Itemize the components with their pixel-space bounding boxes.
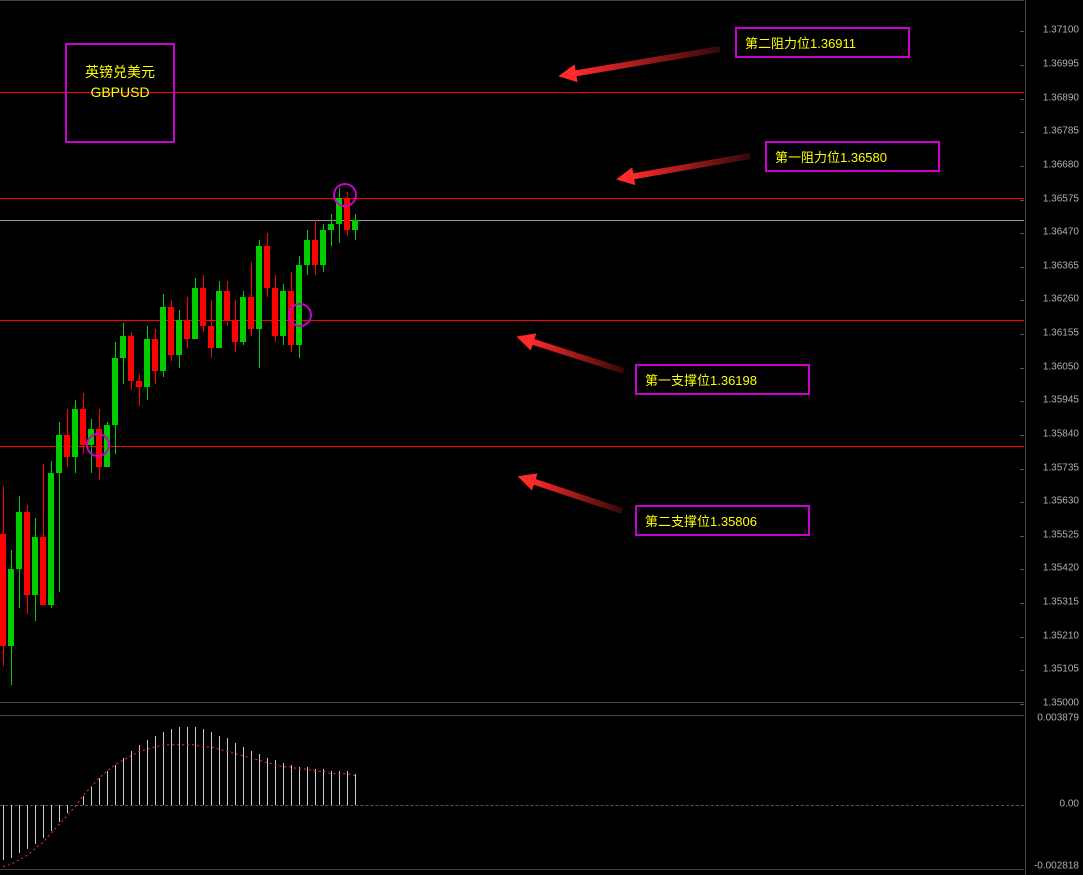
y-tick-label: 1.35735 bbox=[1043, 462, 1079, 473]
y-tick-label: 1.35105 bbox=[1043, 664, 1079, 675]
y-tick-label: 1.35315 bbox=[1043, 597, 1079, 608]
y-tick-label: 1.35210 bbox=[1043, 630, 1079, 641]
annotation-box: 第二阻力位1.36911 bbox=[735, 27, 910, 58]
annotation-box: 第一阻力位1.36580 bbox=[765, 141, 940, 172]
y-tick-label: 1.36365 bbox=[1043, 260, 1079, 271]
current-price-line bbox=[0, 220, 1024, 221]
y-tick-label: 1.36890 bbox=[1043, 92, 1079, 103]
price-chart[interactable]: 1.369111.365801.361981.358061.36512第二阻力位… bbox=[0, 0, 1024, 703]
y-tick-label: 1.35630 bbox=[1043, 496, 1079, 507]
y-tick-label: 1.36680 bbox=[1043, 159, 1079, 170]
indicator-y-tick: 0.00 bbox=[1060, 798, 1079, 809]
y-tick-label: 1.36995 bbox=[1043, 59, 1079, 70]
symbol-cn: 英镑兑美元 bbox=[77, 63, 163, 83]
level-line bbox=[0, 446, 1024, 447]
level-line bbox=[0, 198, 1024, 199]
macd-signal-line bbox=[0, 716, 1024, 871]
y-tick-label: 1.35945 bbox=[1043, 395, 1079, 406]
level-line bbox=[0, 320, 1024, 321]
annotation-box: 第一支撑位1.36198 bbox=[635, 364, 810, 395]
y-tick-label: 1.35525 bbox=[1043, 529, 1079, 540]
circle-marker bbox=[288, 303, 312, 327]
indicator-y-tick: -0.002818 bbox=[1034, 860, 1079, 871]
symbol-en: GBPUSD bbox=[77, 83, 163, 103]
y-tick-label: 1.36260 bbox=[1043, 294, 1079, 305]
y-tick-label: 1.36470 bbox=[1043, 227, 1079, 238]
y-tick-label: 1.35000 bbox=[1043, 698, 1079, 709]
annotation-box: 第二支撑位1.35806 bbox=[635, 505, 810, 536]
y-tick-label: 1.36575 bbox=[1043, 193, 1079, 204]
y-tick-label: 1.35840 bbox=[1043, 428, 1079, 439]
macd-indicator[interactable] bbox=[0, 715, 1024, 870]
indicator-y-tick: 0.003879 bbox=[1037, 712, 1079, 723]
circle-marker bbox=[333, 183, 357, 207]
circle-marker bbox=[86, 433, 110, 457]
y-tick-label: 1.36155 bbox=[1043, 328, 1079, 339]
y-tick-label: 1.36050 bbox=[1043, 361, 1079, 372]
y-axis: 1.37100 1.36995 1.36890 1.36785 1.36680 1.365… bbox=[1025, 0, 1083, 875]
y-tick-label: 1.35420 bbox=[1043, 563, 1079, 574]
symbol-title-box: 英镑兑美元GBPUSD bbox=[65, 43, 175, 143]
y-tick-label: 1.36785 bbox=[1043, 126, 1079, 137]
y-tick-label: 1.37100 bbox=[1043, 25, 1079, 36]
